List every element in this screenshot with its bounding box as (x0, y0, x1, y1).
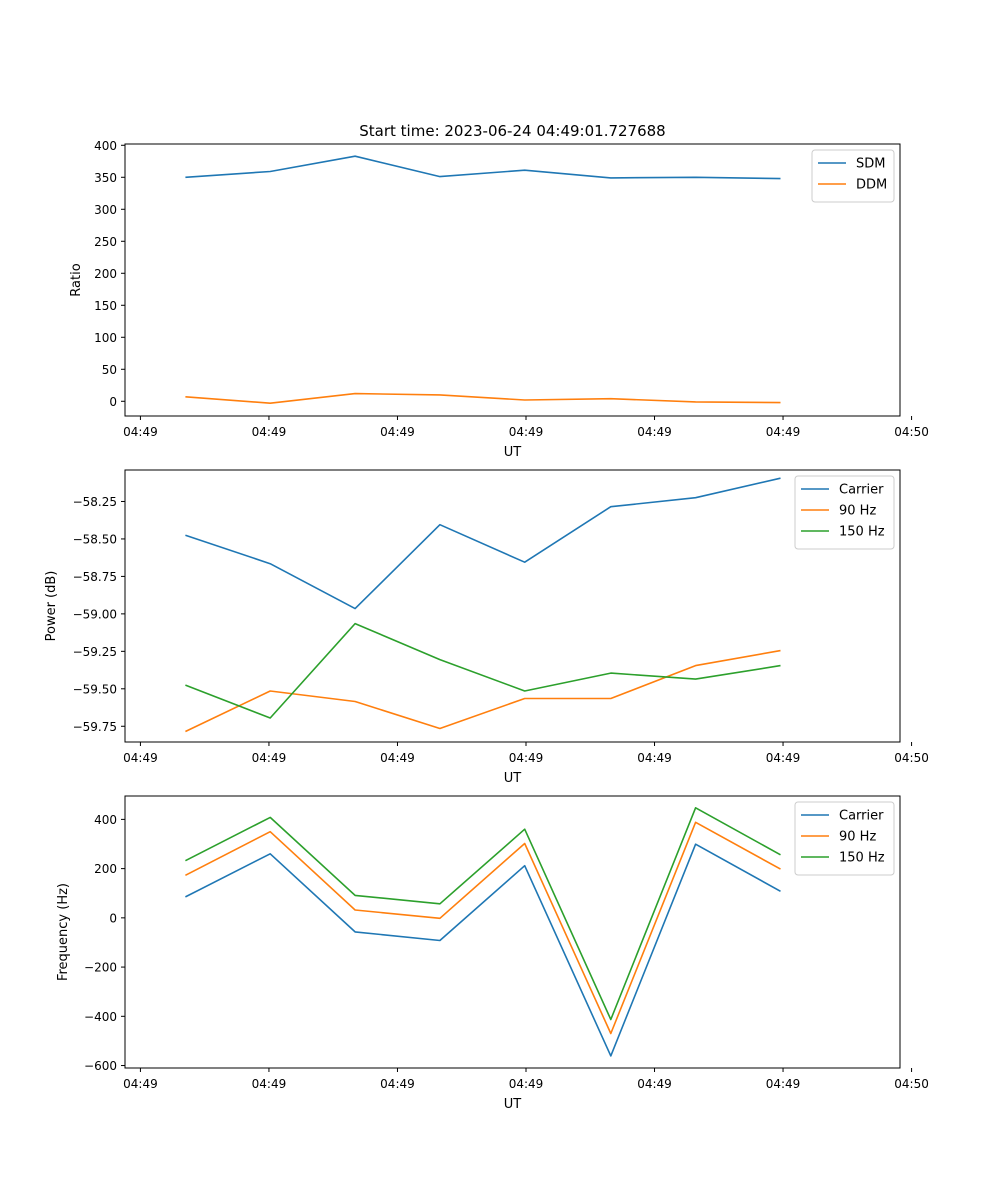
x-tick-label: 04:49 (766, 751, 801, 765)
legend-label: 90 Hz (839, 504, 876, 519)
y-tick-label: 50 (102, 363, 117, 377)
x-tick-label: 04:49 (509, 425, 544, 439)
x-tick-label: 04:49 (509, 751, 544, 765)
x-tick-label: 04:49 (766, 425, 801, 439)
x-tick-label: 04:49 (123, 425, 158, 439)
x-axis-label: UT (504, 1097, 522, 1112)
legend-label: 150 Hz (839, 851, 885, 866)
y-axis-label: Ratio (69, 263, 84, 296)
y-tick-label: 400 (94, 139, 117, 153)
subplot-3: 04:49 04:49 04:49 04:49 04:49 04:49 04:50 −600 −… (56, 795, 929, 1112)
x-tick-label: 04:49 (380, 425, 415, 439)
y-tick-label: −59.25 (73, 645, 117, 659)
series-line-150-hz (185, 622, 781, 719)
series-line-sdm (185, 155, 781, 180)
series-line-90-hz (185, 649, 781, 733)
x-tick-label: 04:49 (252, 751, 287, 765)
y-tick-label: 400 (94, 813, 117, 827)
x-axis-label: UT (504, 771, 522, 786)
x-tick-label: 04:49 (637, 425, 672, 439)
x-tick-label: 04:49 (380, 751, 415, 765)
y-tick-label: 200 (94, 267, 117, 281)
series-line-carrier (185, 477, 781, 610)
plots: 04:49 04:49 04:49 04:49 04:49 04:49 04:50 0 50 10… (44, 139, 929, 1112)
y-tick-label: 0 (109, 911, 117, 925)
x-tick-label: 04:50 (894, 1077, 929, 1091)
series-line-150-hz (185, 806, 781, 1021)
legend-label: Carrier (839, 483, 884, 498)
x-tick-label: 04:49 (637, 1077, 672, 1091)
x-tick-label: 04:49 (509, 1077, 544, 1091)
x-tick-label: 04:49 (380, 1077, 415, 1091)
y-tick-label: 0 (109, 395, 117, 409)
y-tick-label: −58.75 (73, 570, 117, 584)
y-tick-label: −59.50 (73, 682, 117, 696)
x-tick-label: 04:50 (894, 425, 929, 439)
subplot-2: 04:49 04:49 04:49 04:49 04:49 04:49 04:50 −59.7… (44, 469, 929, 786)
series-line-90-hz (185, 821, 781, 1035)
y-axis-label: Frequency (Hz) (56, 883, 71, 981)
legend-label: Carrier (839, 809, 884, 824)
axes-frame (124, 143, 901, 417)
x-tick-label: 04:49 (252, 1077, 287, 1091)
figure-title: Start time: 2023-06-24 04:49:01.727688 (359, 122, 665, 140)
legend-label: DDM (856, 178, 887, 193)
x-axis-label: UT (504, 445, 522, 460)
legend-label: 90 Hz (839, 830, 876, 845)
y-tick-label: −600 (84, 1059, 117, 1073)
axes-frame (124, 795, 901, 1069)
y-tick-label: 200 (94, 862, 117, 876)
y-tick-label: −59.00 (73, 607, 117, 621)
subplot-1: 04:49 04:49 04:49 04:49 04:49 04:49 04:50 0 50 10… (69, 139, 929, 460)
y-axis-label: Power (dB) (44, 571, 59, 642)
x-tick-label: 04:49 (123, 1077, 158, 1091)
x-tick-label: 04:49 (252, 425, 287, 439)
legend-label: 150 Hz (839, 525, 885, 540)
y-tick-label: 100 (94, 331, 117, 345)
x-tick-label: 04:50 (894, 751, 929, 765)
y-tick-label: −58.50 (73, 532, 117, 546)
y-tick-label: −400 (84, 1010, 117, 1024)
y-tick-label: −58.25 (73, 495, 117, 509)
axes-frame (124, 469, 901, 743)
y-tick-label: 350 (94, 171, 117, 185)
y-tick-label: 300 (94, 203, 117, 217)
x-tick-label: 04:49 (766, 1077, 801, 1091)
x-tick-label: 04:49 (123, 751, 158, 765)
x-tick-label: 04:49 (637, 751, 672, 765)
y-tick-label: 250 (94, 235, 117, 249)
legend-label: SDM (856, 157, 885, 172)
series-line-ddm (185, 392, 781, 405)
y-tick-label: 150 (94, 299, 117, 313)
series-line-carrier (185, 843, 781, 1057)
y-tick-label: −59.75 (73, 720, 117, 734)
y-tick-label: −200 (84, 961, 117, 975)
